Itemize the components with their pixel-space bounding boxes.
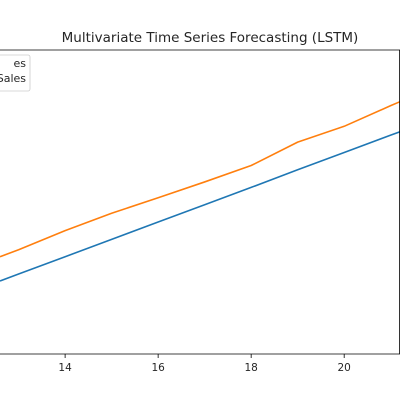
legend-box [0,54,31,92]
x-tick-label-14: 14 [58,362,72,374]
legend-entry-0: es [14,57,27,70]
legend-entry-1: Sales [0,72,26,85]
x-tick-label-16: 16 [151,362,165,374]
x-tick-label-18: 18 [244,362,257,374]
x-tick-label-20: 20 [337,362,350,374]
series-line-1 [0,100,400,258]
chart-title: Multivariate Time Series Forecasting (LS… [62,30,359,46]
series-line-0 [0,131,400,282]
